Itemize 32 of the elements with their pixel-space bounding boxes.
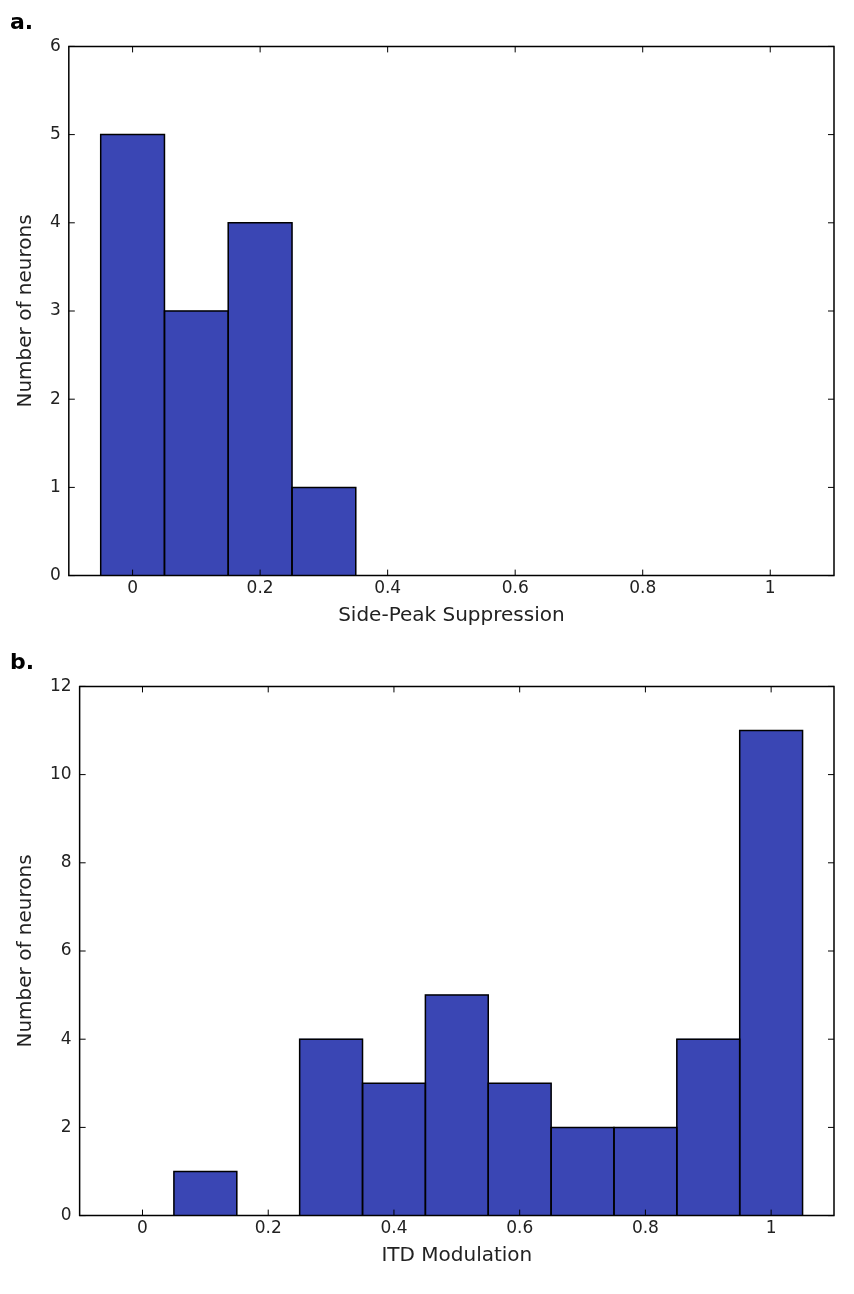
y-tick-label: 12 [49,674,72,695]
chart-title: b. [10,648,35,674]
y-tick-label: 0 [49,564,61,585]
x-tick-label: 0 [137,1217,148,1238]
y-tick-label: 6 [60,939,72,960]
y-tick-label: 10 [49,763,72,784]
x-tick-label: 0.4 [374,577,402,598]
y-tick-label: 8 [60,851,72,872]
y-tick-label: 4 [60,1027,72,1048]
x-tick-label: 0.8 [629,577,657,598]
x-tick-label: 0.2 [246,577,274,598]
y-tick-label: 1 [49,475,61,496]
y-axis-title: Number of neurons [12,214,37,408]
y-axis-title: Number of neurons [12,854,37,1048]
y-tick-label: 2 [60,1115,72,1136]
y-tick-label: 6 [49,34,61,55]
x-tick-label: 0.6 [501,577,529,598]
x-tick-label: 0.4 [380,1217,408,1238]
x-tick-label: 1 [764,577,776,598]
y-tick-label: 0 [60,1204,72,1225]
y-tick-label: 5 [49,123,61,144]
x-axis-title: ITD Modulation [381,1242,533,1267]
x-axis-title: Side-Peak Suppression [338,602,565,627]
x-tick-label: 1 [765,1217,777,1238]
y-tick-label: 3 [49,299,61,320]
y-tick-label: 2 [49,387,61,408]
x-tick-label: 0.8 [631,1217,659,1238]
chart-title: a. [10,8,34,34]
x-tick-label: 0.6 [506,1217,534,1238]
x-tick-label: 0.2 [254,1217,282,1238]
x-tick-label: 0 [127,577,138,598]
y-tick-label: 4 [49,211,61,232]
